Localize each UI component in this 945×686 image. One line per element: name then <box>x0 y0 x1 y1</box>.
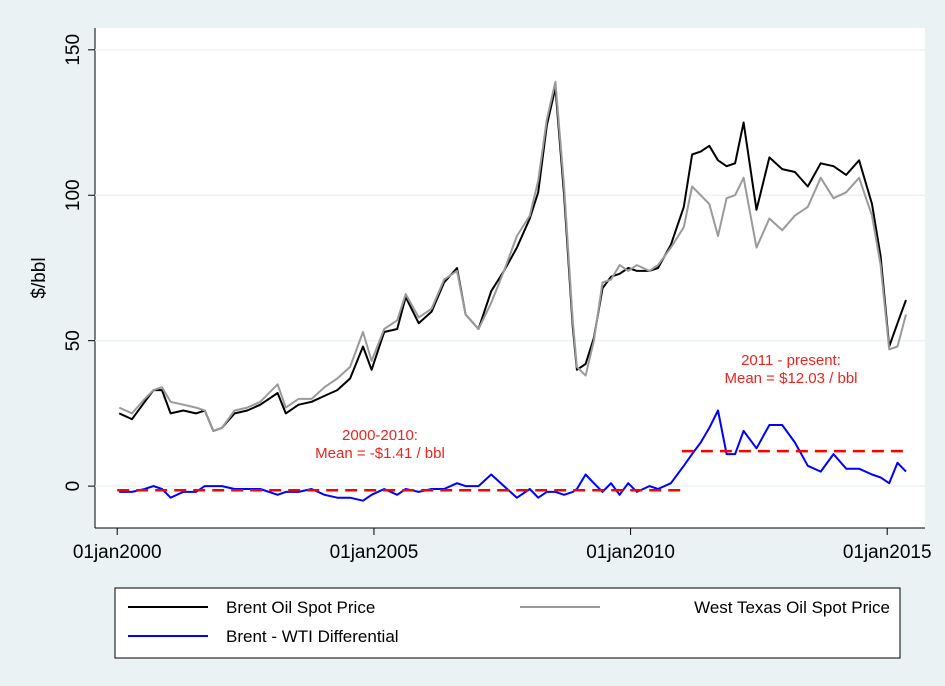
plot-area <box>95 28 925 528</box>
x-tick-label: 01jan2005 <box>330 542 419 563</box>
x-tick-label: 01jan2000 <box>73 542 162 563</box>
y-tick-label: 50 <box>63 330 84 351</box>
annotation: Mean = $12.03 / bbl <box>724 370 857 387</box>
legend-label: Brent Oil Spot Price <box>226 598 375 617</box>
series-line <box>118 80 907 432</box>
annotation: 2011 - present: <box>741 352 841 369</box>
y-tick-label: 150 <box>63 34 84 66</box>
y-tick-label: 0 <box>63 481 84 492</box>
annotation: Mean = -$1.41 / bbl <box>315 445 445 462</box>
x-tick-label: 01jan2010 <box>586 542 675 563</box>
legend <box>114 587 901 659</box>
y-tick-label: 100 <box>63 179 84 211</box>
y-axis-title: $/bbl <box>29 257 50 298</box>
x-tick-label: 01jan2015 <box>843 542 932 563</box>
legend-label: West Texas Oil Spot Price <box>694 598 890 617</box>
annotation: 2000-2010: <box>342 427 418 444</box>
series-line <box>119 409 907 502</box>
series-line <box>118 86 907 432</box>
legend-label: Brent - WTI Differential <box>226 627 399 646</box>
